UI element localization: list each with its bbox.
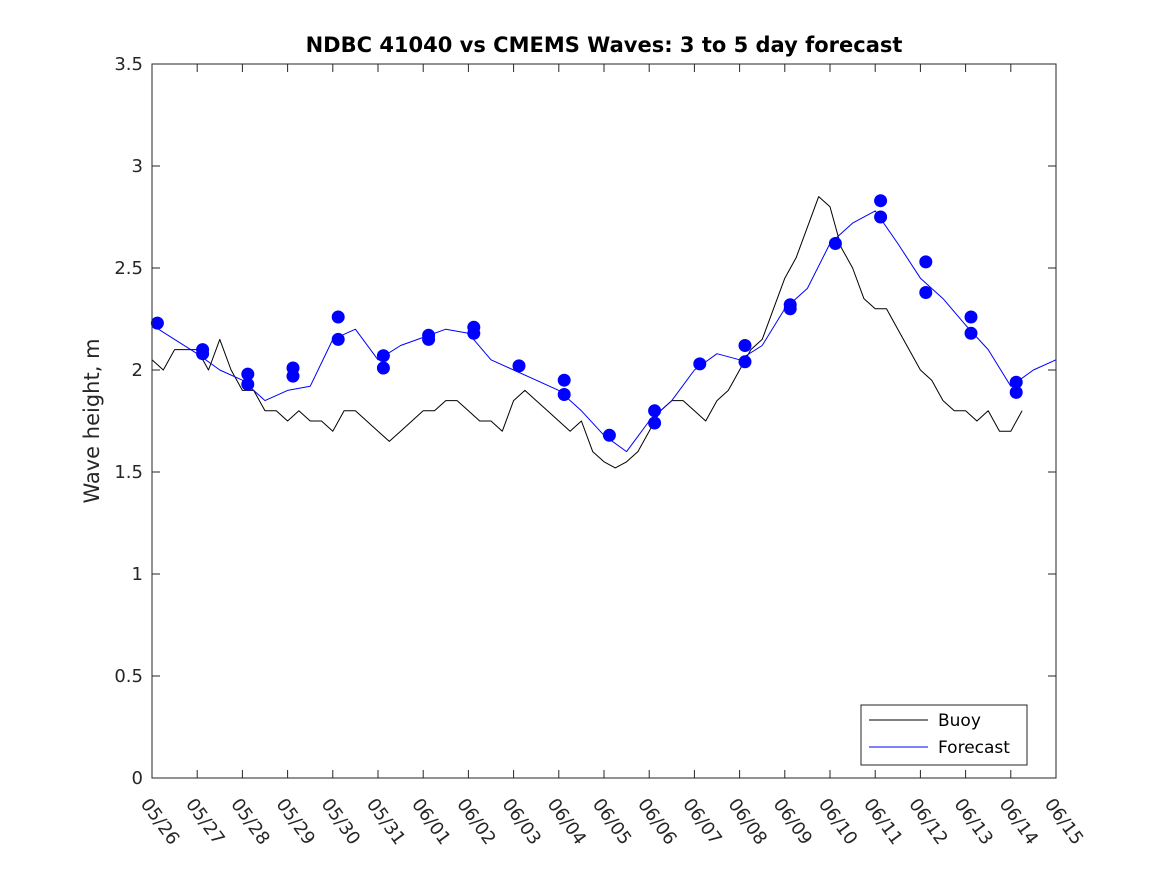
legend-buoy-label: Buoy [938, 711, 981, 731]
x-tick-label: 06/02 [452, 795, 499, 849]
forecast-marker [331, 332, 345, 346]
x-tick-label: 06/09 [769, 795, 816, 849]
forecast-marker [1009, 375, 1023, 389]
forecast-marker [241, 367, 255, 381]
legend-forecast-label: Forecast [938, 738, 1010, 758]
buoy-series-layer [151, 196, 1023, 469]
plot-background [152, 64, 1056, 778]
y-tick-label: 2.5 [114, 258, 143, 279]
forecast-marker [874, 194, 888, 208]
series-line-buoy [151, 196, 1023, 469]
x-tick-label: 06/08 [724, 795, 771, 849]
x-tick-label: 06/11 [859, 795, 906, 849]
legend: Buoy Forecast [860, 704, 1028, 766]
forecast-marker [467, 326, 481, 340]
y-tick-label: 3 [132, 156, 143, 177]
plot-area [152, 64, 1056, 778]
y-tick-label: 3.5 [114, 54, 143, 75]
forecast-marker [648, 416, 662, 430]
forecast-marker [738, 355, 752, 369]
forecast-marker [874, 210, 888, 224]
forecast-marker [964, 310, 978, 324]
forecast-marker [331, 310, 345, 324]
forecast-marker [557, 373, 571, 387]
forecast-marker [783, 302, 797, 316]
x-tick-label: 05/27 [181, 795, 228, 849]
chart-title: NDBC 41040 vs CMEMS Waves: 3 to 5 day fo… [306, 33, 903, 57]
x-tick-label: 05/29 [272, 795, 319, 849]
forecast-marker [828, 237, 842, 250]
x-tick-label: 05/30 [317, 795, 364, 849]
legend-box [860, 704, 1028, 766]
forecast-marker [648, 404, 662, 418]
x-tick-label: 05/28 [226, 795, 273, 849]
forecast-marker [1009, 385, 1023, 399]
x-tick-label: 06/14 [995, 795, 1042, 849]
y-tick-label: 2 [132, 360, 143, 381]
forecast-marker-layer [150, 194, 1023, 442]
forecast-marker [602, 428, 616, 442]
forecast-marker [150, 316, 164, 330]
x-tick-label: 06/05 [588, 795, 635, 849]
y-axis-label: Wave height, m [80, 338, 104, 503]
x-tick-label: 06/04 [543, 795, 590, 849]
x-tick-label: 05/31 [362, 795, 409, 849]
forecast-marker [919, 255, 933, 269]
forecast-marker [738, 339, 752, 352]
y-tick-label: 1 [132, 564, 143, 585]
forecast-marker [964, 326, 978, 340]
y-tick-label: 0.5 [114, 666, 143, 687]
forecast-marker [512, 359, 526, 373]
y-tick-label: 0 [132, 768, 143, 789]
forecast-marker [376, 361, 390, 375]
x-tick-label: 06/12 [904, 795, 951, 849]
x-tick-label: 06/06 [633, 795, 680, 849]
x-tick-label: 06/03 [498, 795, 545, 849]
x-tick-label: 06/01 [407, 795, 454, 849]
x-tick-label: 05/26 [136, 795, 183, 849]
x-tick-label: 06/13 [950, 795, 997, 849]
x-tick-label: 06/15 [1040, 795, 1087, 849]
x-tick-label: 06/10 [814, 795, 861, 849]
forecast-marker [196, 347, 210, 361]
forecast-marker [557, 388, 571, 401]
y-tick-label: 1.5 [114, 462, 143, 483]
forecast-marker [693, 357, 707, 371]
forecast-marker [376, 349, 390, 363]
forecast-marker [422, 332, 436, 346]
forecast-marker [286, 369, 300, 383]
forecast-marker [919, 286, 933, 299]
forecast-marker [241, 377, 255, 391]
x-tick-label: 06/07 [678, 795, 725, 849]
